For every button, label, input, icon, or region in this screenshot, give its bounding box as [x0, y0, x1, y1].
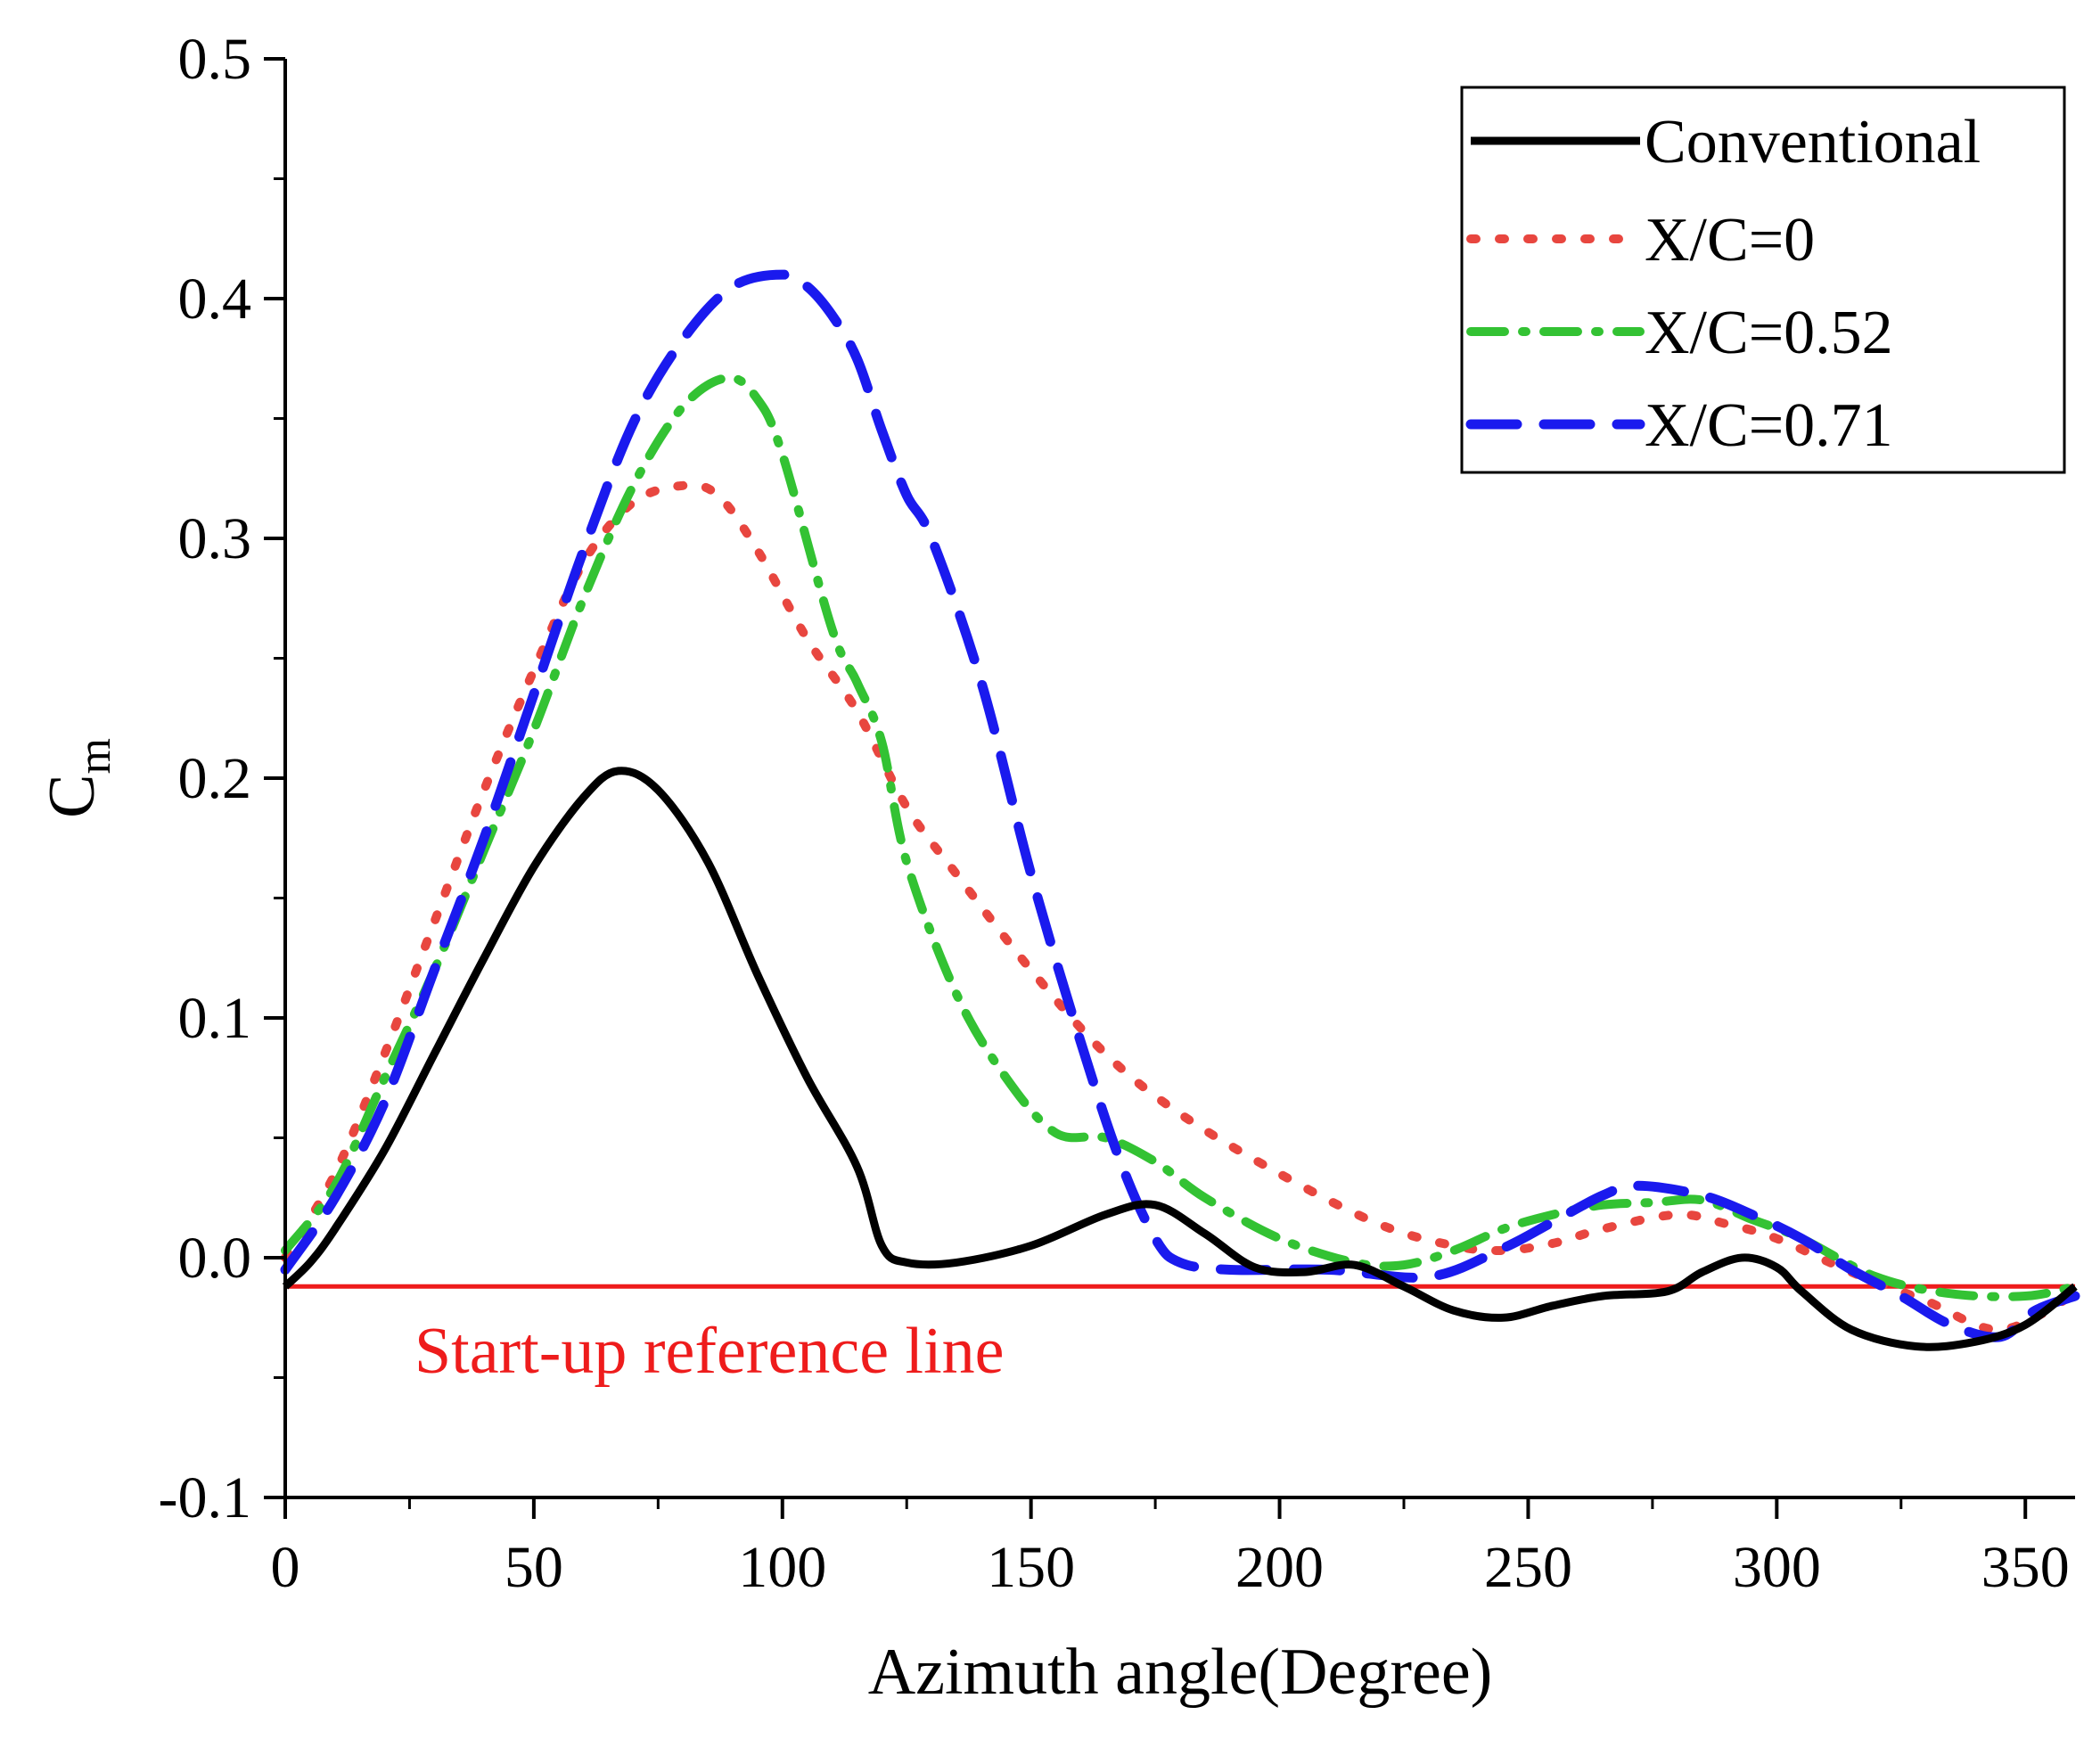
x-tick-label: 0: [271, 1535, 300, 1600]
y-tick-label: 0.3: [178, 506, 252, 571]
legend-box: [1460, 86, 2066, 474]
series-line-x-c-0-52: [281, 373, 2080, 1301]
legend-label-x-c-0-52: X/C=0.52: [1645, 299, 1893, 367]
x-tick-label: 200: [1235, 1535, 1324, 1600]
legend-label-x-c-0: X/C=0: [1645, 206, 1815, 275]
x-tick-label: 250: [1484, 1535, 1572, 1600]
y-tick-label: 0.0: [178, 1226, 252, 1291]
x-tick-label: 300: [1733, 1535, 1821, 1600]
series-line-conventional: [282, 767, 2078, 1351]
legend-label-conventional: Conventional: [1645, 108, 1981, 176]
reference-line-label: Start-up reference line: [414, 1315, 1005, 1388]
legend-label-x-c-0-71: X/C=0.71: [1645, 391, 1893, 460]
series-line-x-c-0: [281, 480, 2080, 1334]
x-tick-label: 350: [1981, 1535, 2070, 1600]
series-line-x-c-0-71: [280, 269, 2080, 1342]
x-tick-label: 50: [505, 1535, 563, 1600]
y-tick-label: 0.1: [178, 986, 252, 1051]
x-axis-title: Azimuth angle(Degree): [868, 1636, 1493, 1709]
y-tick-label: -0.1: [159, 1465, 251, 1530]
axes: 0 50 100 150 200 250 300 350 -0.1 0.0 0.1 0.2 0.3 0.4…: [36, 27, 2075, 1709]
y-axis-title-main: C: [36, 775, 109, 818]
y-axis-title-subscript: m: [70, 738, 120, 774]
x-tick-label: 150: [987, 1535, 1075, 1600]
y-tick-label: 0.2: [178, 746, 252, 811]
y-axis-title: Cm: [36, 738, 120, 818]
plot-area: Start-up reference line: [280, 269, 2080, 1388]
legend: Conventional X/C=0 X/C=0.52 X/C=0.71: [1460, 86, 2066, 474]
y-tick-label: 0.5: [178, 27, 252, 92]
x-tick-label: 100: [738, 1535, 826, 1600]
y-tick-label: 0.4: [178, 267, 252, 332]
